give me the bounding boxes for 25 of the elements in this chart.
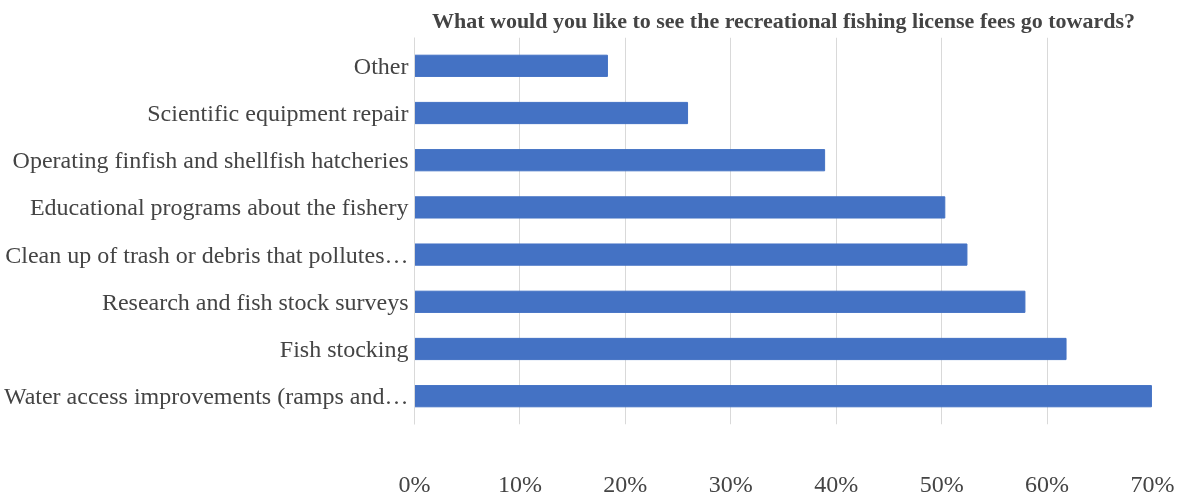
y-tick-label: Water access improvements (ramps and… [3,383,409,410]
y-tick-label: Other [353,52,409,79]
y-tick-label: Research and fish stock surveys [101,288,409,315]
chart-title: What would you like to see the recreational fishing license fees go towards? [431,7,1136,33]
x-tick-label: 30% [708,470,753,497]
y-tick-label: Clean up of trash or debris that pollutes… [5,241,409,268]
x-tick-label: 40% [814,470,859,497]
bar [414,385,1152,408]
bar [414,337,1067,361]
y-tick-label: Fish stocking [279,335,409,362]
x-tick-label: 0% [398,470,431,497]
bar [414,243,968,266]
bar [414,101,689,125]
y-tick-label: Scientific equipment repair [147,100,409,127]
bar [414,196,946,219]
x-tick-label: 20% [603,470,648,497]
x-tick-label: 60% [1025,470,1070,497]
bar [414,290,1026,313]
x-tick-label: 10% [497,470,542,497]
bar [414,54,608,77]
y-tick-label: Operating finfish and shellfish hatcheries [12,147,409,174]
y-tick-label: Educational programs about the fishery [29,194,409,221]
x-tick-label: 70% [1130,470,1175,497]
bar [414,149,826,172]
x-tick-label: 50% [919,470,964,497]
